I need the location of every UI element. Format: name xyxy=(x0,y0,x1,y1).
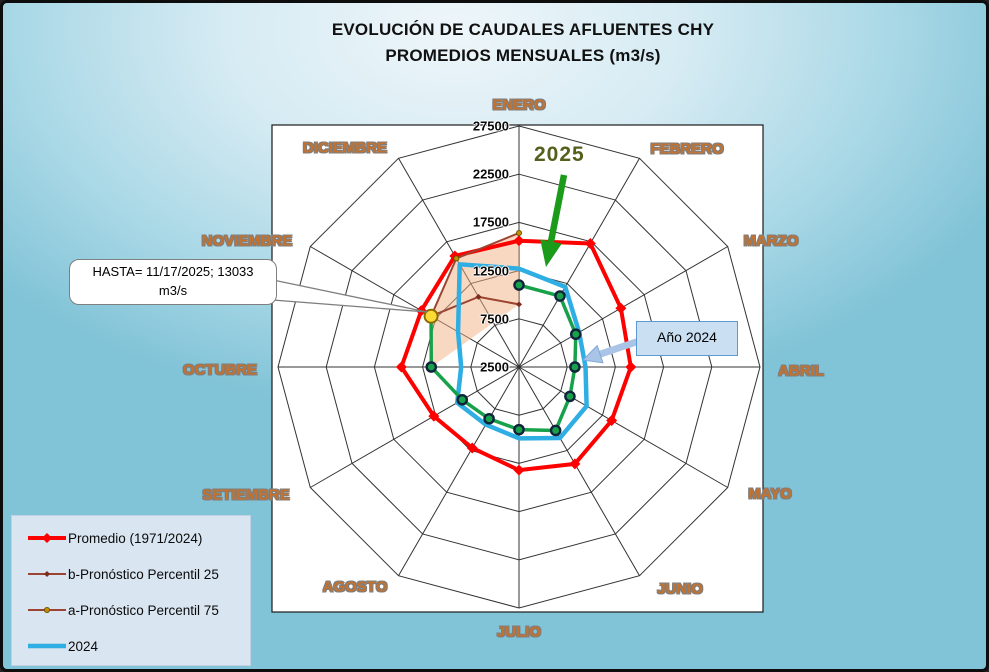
arrow-2025-head xyxy=(540,239,562,267)
grid-spoke xyxy=(310,246,520,368)
percentil25-marker xyxy=(516,301,522,308)
percentil75-marker xyxy=(453,255,460,262)
grid-spoke xyxy=(518,158,640,368)
promedio-diamond-marker xyxy=(513,464,525,476)
promedio-diamond-marker xyxy=(584,237,596,249)
forecast-band-upper xyxy=(431,233,519,317)
percentil25-marker xyxy=(475,293,482,300)
promedio-diamond-marker xyxy=(625,361,637,373)
highlight-november-marker xyxy=(423,308,439,324)
grid-spoke xyxy=(398,366,520,576)
arrow-2025-shaft xyxy=(547,174,568,243)
series-2025-point-marker xyxy=(549,424,562,437)
promedio-diamond-marker xyxy=(395,361,407,373)
grid-spoke xyxy=(310,366,520,488)
series-2025-point-marker xyxy=(456,393,469,406)
series-2025-point-marker xyxy=(425,361,438,373)
arrow-ano-2024-head xyxy=(581,344,604,364)
percentil75-marker xyxy=(516,230,523,237)
series-2025-point-marker xyxy=(569,361,581,373)
promedio-diamond-marker xyxy=(428,410,440,422)
promedio-diamond-marker xyxy=(606,415,618,427)
forecast-band-lower xyxy=(431,296,519,367)
promedio-diamond-marker xyxy=(615,302,627,314)
series-2025-point-marker xyxy=(564,390,576,403)
series-2025-point-marker xyxy=(513,279,525,291)
grid-spoke xyxy=(518,366,640,576)
grid-spoke xyxy=(518,366,728,488)
plot-area xyxy=(271,124,764,613)
series-2025-point-marker xyxy=(569,328,582,341)
series-2025-point-marker xyxy=(513,423,525,436)
series-2025-point-marker xyxy=(554,290,566,302)
series-2025-point-marker xyxy=(483,412,495,425)
promedio-diamond-marker xyxy=(466,442,478,454)
radar-chart-canvas xyxy=(271,124,764,613)
promedio-diamond-marker xyxy=(569,458,581,470)
promedio-diamond-marker xyxy=(513,235,525,247)
